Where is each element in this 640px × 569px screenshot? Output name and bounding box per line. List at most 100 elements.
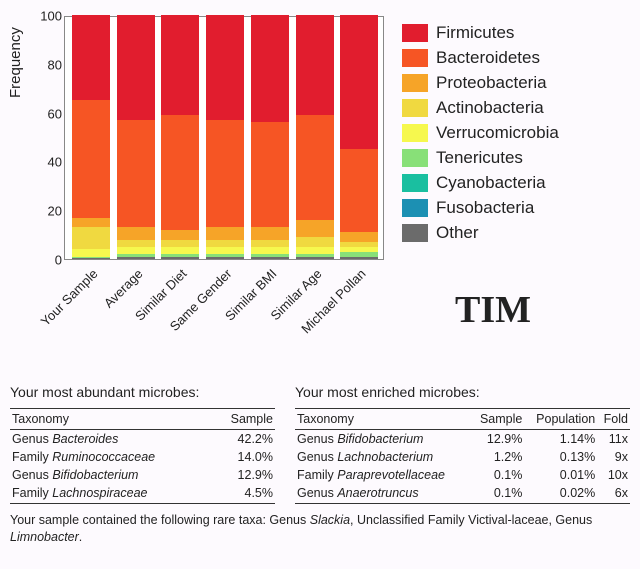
chart-legend: Firmicutes Bacteroidetes ProteobacteriaAct…: [402, 20, 632, 245]
bar-segment: [72, 15, 110, 100]
y-tick-label: 40: [48, 155, 62, 170]
bar-segment: [72, 218, 110, 228]
bar: [117, 15, 155, 259]
population-cell: 1.14%: [524, 430, 597, 449]
fold-cell: 6x: [597, 484, 630, 504]
fold-cell: 9x: [597, 448, 630, 466]
bar: [296, 15, 334, 259]
rare-prefix: Your sample contained the following rare…: [10, 513, 310, 527]
enriched-title: Your most enriched microbes:: [295, 384, 630, 400]
bar-segment: [206, 227, 244, 239]
enriched-col-fold: Fold: [597, 409, 630, 430]
fold-cell: 10x: [597, 466, 630, 484]
x-tick-label: Your Sample: [37, 266, 100, 329]
bar-segment: [296, 237, 334, 247]
bar-segment: [296, 257, 334, 259]
legend-label: Tenericutes: [436, 148, 523, 168]
legend-label: Firmicutes: [436, 23, 514, 43]
bar-segment: [161, 115, 199, 230]
bar-segment: [161, 15, 199, 115]
bar-segment: [117, 247, 155, 254]
table-row: Genus Bacteroides42.2%: [10, 430, 275, 449]
bar: [340, 15, 378, 259]
bar-segment: [251, 122, 289, 227]
enriched-col-population: Population: [524, 409, 597, 430]
legend-label: Fusobacteria: [436, 198, 534, 218]
legend-item: Tenericutes: [402, 145, 632, 170]
legend-item: Proteobacteria: [402, 70, 632, 95]
y-axis-label: Frequency: [7, 27, 24, 98]
bar-segment: [251, 227, 289, 239]
taxonomy-cell: Genus Lachnobacterium: [295, 448, 471, 466]
bar-segment: [340, 15, 378, 149]
y-axis: 020406080100: [36, 16, 64, 260]
chart-area: Frequency 020406080100 Your SampleAverag…: [10, 8, 630, 348]
legend-item: Fusobacteria: [402, 195, 632, 220]
y-tick-label: 100: [40, 9, 62, 24]
legend-swatch: [402, 74, 428, 92]
y-tick-label: 0: [55, 253, 62, 268]
bar-segment: [161, 230, 199, 240]
abundant-col-taxonomy: Taxonomy: [10, 409, 211, 430]
bar-segment: [117, 257, 155, 259]
y-tick-label: 20: [48, 204, 62, 219]
bar-segment: [161, 247, 199, 254]
bar: [251, 15, 289, 259]
bar-segment: [296, 220, 334, 237]
legend-item: Verrucomicrobia: [402, 120, 632, 145]
bar-segment: [296, 247, 334, 254]
taxonomy-cell: Genus Bifidobacterium: [10, 466, 211, 484]
abundant-title: Your most abundant microbes:: [10, 384, 275, 400]
bar-segment: [117, 227, 155, 239]
taxonomy-cell: Genus Bifidobacterium: [295, 430, 471, 449]
x-axis-labels: Your SampleAverageSimilar DietSame Gende…: [64, 262, 384, 342]
bar-segment: [251, 257, 289, 259]
legend-item: Cyanobacteria: [402, 170, 632, 195]
taxonomy-cell: Genus Bacteroides: [10, 430, 211, 449]
sample-cell: 12.9%: [211, 466, 275, 484]
fold-cell: 11x: [597, 430, 630, 449]
table-row: Genus Lachnobacterium1.2%0.13%9x: [295, 448, 630, 466]
bar-segment: [72, 249, 110, 256]
rare-t2: Limnobacter: [10, 530, 79, 544]
bar-segment: [340, 149, 378, 232]
bar-segment: [251, 240, 289, 247]
bar-segment: [340, 232, 378, 242]
table-row: Genus Anaerotruncus0.1%0.02%6x: [295, 484, 630, 504]
bar: [161, 15, 199, 259]
bar-segment: [340, 257, 378, 259]
legend-item: Actinobacteria: [402, 95, 632, 120]
bar-segment: [72, 258, 110, 259]
bar-segment: [206, 120, 244, 227]
legend-item: Bacteroidetes: [402, 45, 632, 70]
taxonomy-cell: Family Ruminococcaceae: [10, 448, 211, 466]
bar-segment: [72, 100, 110, 217]
population-cell: 0.01%: [524, 466, 597, 484]
table-row: Family Lachnospiraceae4.5%: [10, 484, 275, 504]
bar-segment: [206, 247, 244, 254]
legend-swatch: [402, 24, 428, 42]
legend-swatch: [402, 199, 428, 217]
legend-swatch: [402, 49, 428, 67]
enriched-table: Taxonomy Sample Population Fold Genus Bi…: [295, 408, 630, 504]
enriched-col-taxonomy: Taxonomy: [295, 409, 471, 430]
y-tick-label: 60: [48, 106, 62, 121]
rare-taxa-note: Your sample contained the following rare…: [10, 512, 630, 546]
population-cell: 0.02%: [524, 484, 597, 504]
enriched-table-wrap: Your most enriched microbes: Taxonomy Sa…: [295, 384, 630, 504]
legend-swatch: [402, 149, 428, 167]
legend-swatch: [402, 124, 428, 142]
table-row: Genus Bifidobacterium12.9%1.14%11x: [295, 430, 630, 449]
bar-segment: [296, 15, 334, 115]
bar-segment: [251, 247, 289, 254]
legend-label: Proteobacteria: [436, 73, 547, 93]
bar-segment: [117, 120, 155, 227]
legend-label: Bacteroidetes: [436, 48, 540, 68]
sample-cell: 1.2%: [471, 448, 525, 466]
legend-item: Firmicutes: [402, 20, 632, 45]
sample-cell: 42.2%: [211, 430, 275, 449]
chart-plot: [64, 16, 384, 260]
x-tick-label: Average: [100, 266, 145, 311]
bar-segment: [72, 227, 110, 249]
bar-segment: [206, 240, 244, 247]
